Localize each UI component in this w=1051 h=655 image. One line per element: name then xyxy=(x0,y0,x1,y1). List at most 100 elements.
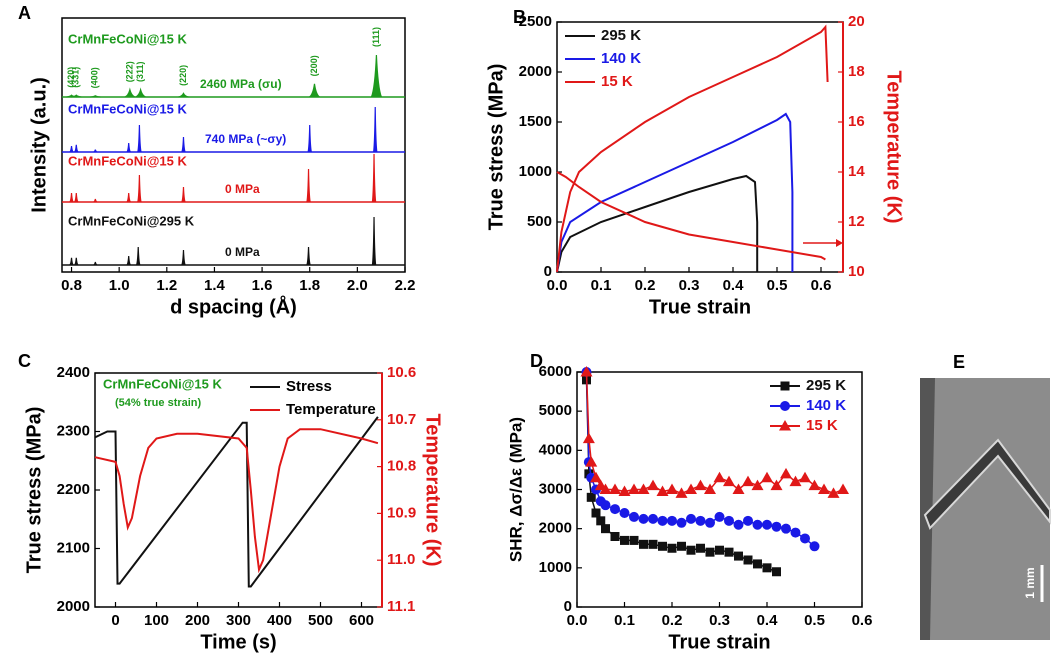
y2-tick-label: 10.9 xyxy=(387,504,416,521)
marker xyxy=(742,475,754,487)
peak xyxy=(93,261,98,266)
y-tick-label: 1000 xyxy=(519,163,552,180)
marker xyxy=(591,508,601,518)
series-label: CrMnFeCoNi@15 K xyxy=(68,101,187,116)
peak xyxy=(307,124,312,153)
x-tick-label: 0 xyxy=(111,612,119,629)
panel-label: A xyxy=(18,3,31,23)
marker xyxy=(695,515,706,526)
peak xyxy=(93,149,98,153)
y-tick-label: 1000 xyxy=(539,559,572,576)
data-line xyxy=(556,171,826,261)
peak xyxy=(371,216,377,266)
marker xyxy=(639,539,648,549)
marker xyxy=(704,483,716,494)
y-tick-label: 0 xyxy=(544,263,552,280)
series-label: CrMnFeCoNi@15 K xyxy=(68,153,187,168)
y2-axis-label: Temperature (K) xyxy=(883,71,905,224)
legend-label: 140 K xyxy=(601,50,641,67)
x-tick-label: 2.2 xyxy=(395,277,416,294)
marker xyxy=(675,487,688,498)
legend-label: 295 K xyxy=(601,27,641,44)
legend-label: Stress xyxy=(286,378,332,395)
legend-label: 15 K xyxy=(806,417,838,434)
y2-tick-label: 10.8 xyxy=(387,458,416,475)
marker xyxy=(780,401,790,411)
marker xyxy=(818,483,830,494)
x-tick-label: 0.4 xyxy=(723,277,745,294)
y-tick-label: 2500 xyxy=(519,13,552,30)
peak-label: (400) xyxy=(90,67,100,88)
marker xyxy=(677,541,686,551)
y-tick-label: 2100 xyxy=(57,539,90,556)
marker xyxy=(648,539,658,549)
marker xyxy=(715,545,724,555)
peak xyxy=(93,198,98,203)
marker xyxy=(752,519,763,530)
x-tick-label: 0.0 xyxy=(567,612,588,629)
marker xyxy=(781,523,791,534)
marker xyxy=(580,366,593,377)
x-tick-label: 1.2 xyxy=(156,277,177,294)
plot-frame xyxy=(61,17,406,273)
y2-tick-label: 10 xyxy=(848,263,865,280)
peak-label: (111) xyxy=(371,27,381,47)
micrograph-edge xyxy=(920,378,935,640)
x-tick-label: 0.6 xyxy=(852,612,873,629)
series-label: CrMnFeCoNi@295 K xyxy=(68,213,195,228)
peak xyxy=(136,246,141,266)
marker xyxy=(751,479,764,491)
peak xyxy=(371,153,377,203)
marker xyxy=(629,535,639,545)
marker xyxy=(743,555,753,565)
marker xyxy=(734,551,743,561)
x-tick-label: 600 xyxy=(349,612,374,629)
annotation: (54% true strain) xyxy=(115,397,202,409)
marker xyxy=(713,471,726,483)
data-line xyxy=(94,428,379,574)
x-tick-label: 0.0 xyxy=(547,277,568,294)
peak xyxy=(126,192,131,203)
panel-label: C xyxy=(18,351,31,371)
marker xyxy=(676,517,687,528)
scale-bar-label: 1 mm xyxy=(1023,567,1037,598)
peak xyxy=(74,144,79,153)
x-tick-label: 0.8 xyxy=(61,277,82,294)
x-axis-label: Time (s) xyxy=(200,631,276,653)
data-line xyxy=(94,416,379,588)
x-tick-label: 0.2 xyxy=(635,277,656,294)
peak-label: (331) xyxy=(71,67,81,88)
y-tick-label: 2000 xyxy=(519,63,552,80)
peak xyxy=(124,87,136,98)
y-tick-label: 5000 xyxy=(539,402,572,419)
peak xyxy=(74,257,79,266)
peak-label: (222) xyxy=(124,61,134,82)
x-axis-label: d spacing (Å) xyxy=(170,294,297,318)
peak xyxy=(306,246,311,266)
y2-tick-label: 18 xyxy=(848,63,865,80)
y-axis-label: True stress (MPa) xyxy=(485,64,507,231)
data-line xyxy=(556,24,829,273)
y-tick-label: 2400 xyxy=(57,364,90,381)
data-line xyxy=(556,112,794,273)
panel-label: B xyxy=(513,7,526,27)
marker xyxy=(619,508,630,518)
y2-tick-label: 12 xyxy=(848,213,865,230)
data-line xyxy=(556,174,759,273)
marker xyxy=(658,541,667,551)
peak xyxy=(370,54,382,98)
marker xyxy=(837,483,849,494)
marker xyxy=(779,420,791,431)
marker xyxy=(733,519,744,530)
x-tick-label: 0.1 xyxy=(591,277,612,294)
marker xyxy=(601,524,610,534)
annotation: CrMnFeCoNi@15 K xyxy=(103,376,222,391)
marker xyxy=(585,456,598,467)
y2-axis-label: Temperature (K) xyxy=(422,414,444,567)
peak xyxy=(137,124,142,153)
marker xyxy=(657,515,668,526)
marker xyxy=(599,483,612,494)
peak xyxy=(126,142,131,153)
peak xyxy=(178,92,189,98)
marker xyxy=(714,511,725,522)
